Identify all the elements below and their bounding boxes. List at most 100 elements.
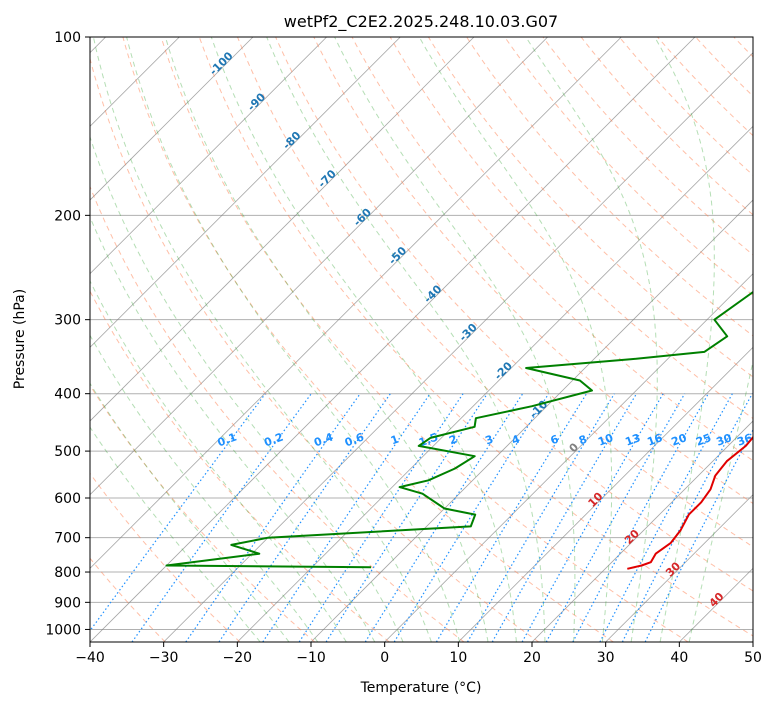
mixing-ratio-label: 16 xyxy=(645,431,664,449)
moist-adiabat-line xyxy=(266,37,546,642)
dry-adiabat-line xyxy=(122,37,614,642)
x-tick-label: 30 xyxy=(597,650,615,666)
moist-adiabat-line xyxy=(654,37,715,642)
dewpoint-profile-line xyxy=(165,290,753,569)
x-tick-label: 20 xyxy=(523,650,541,666)
isotherm-line xyxy=(90,37,254,201)
moist-adiabat-line xyxy=(92,37,432,642)
y-tick-label: 200 xyxy=(54,208,81,224)
moist-adiabat-line xyxy=(90,426,261,642)
isotherm-line xyxy=(384,273,753,642)
isotherm-line xyxy=(90,37,327,275)
mixing-ratio-label: 0.6 xyxy=(343,430,366,449)
plot-area: 0.1 0.2 0.4 0.6 1 1.5 2 3 4 6 8 10 13 16 20 25 30 36-100-… xyxy=(90,37,754,642)
mixing-ratio-label: 25 xyxy=(694,431,713,448)
dry-adiabat-line xyxy=(90,290,390,642)
dry-adiabat-line xyxy=(466,37,753,337)
y-tick-label: 800 xyxy=(54,565,81,581)
mixing-ratio-label: 20 xyxy=(670,431,689,449)
dry-adiabat-line xyxy=(275,37,753,548)
plot-frame xyxy=(89,36,754,643)
isotherm-line xyxy=(605,494,753,642)
mixing-ratio-lines xyxy=(90,393,753,642)
dry-adiabat-line xyxy=(237,37,753,592)
x-tick-label: −30 xyxy=(149,650,179,666)
y-axis-ticks: 1000 900 800 700 600 500 400 300 200 100 xyxy=(45,30,90,638)
y-axis-label: Pressure (hPa) xyxy=(12,289,28,389)
mixing-ratio-label: 3 xyxy=(483,433,495,448)
dry-adiabat-line xyxy=(313,37,753,505)
isobar-gridlines xyxy=(90,37,753,630)
mixing-ratio-line xyxy=(262,393,431,642)
mixing-ratio-line xyxy=(466,393,615,642)
mixing-ratio-line xyxy=(491,393,638,642)
isotherm-line xyxy=(163,52,753,642)
y-tick-label: 500 xyxy=(54,444,81,460)
mixing-ratio-label: 6 xyxy=(549,432,561,447)
x-tick-label: 40 xyxy=(670,650,688,666)
dry-adiabat-line xyxy=(198,37,753,637)
y-tick-label: 300 xyxy=(54,313,81,329)
dry-adiabat-line xyxy=(90,185,465,642)
mixing-ratio-label: 36 xyxy=(735,431,754,449)
isotherm-line xyxy=(458,346,753,642)
dry-adiabat-line xyxy=(160,37,689,642)
dry-adiabat-line xyxy=(504,37,753,296)
profile-series xyxy=(165,290,753,570)
dry-adiabat-line xyxy=(90,557,166,642)
y-tick-label: 100 xyxy=(54,30,81,46)
mixing-ratio-line xyxy=(644,428,753,642)
mixing-ratio-label: 10 xyxy=(596,431,615,449)
moist-adiabat-line xyxy=(126,37,461,642)
moist-adiabat-line xyxy=(90,334,319,642)
x-tick-label: 50 xyxy=(744,650,762,666)
moist-adiabat-line xyxy=(418,37,613,642)
x-axis-ticks: −40 −30 −20 −10 0 10 20 30 40 50 xyxy=(75,642,762,666)
isotherm-line xyxy=(90,37,696,642)
temperature-profile-line xyxy=(627,435,753,570)
mixing-ratio-line xyxy=(298,393,464,642)
x-tick-label: −20 xyxy=(223,650,253,666)
moist-adiabat-line xyxy=(90,135,404,642)
mixing-ratio-label: 13 xyxy=(623,431,642,448)
moist-adiabat-line xyxy=(525,37,658,642)
mixing-ratio-line xyxy=(545,393,686,642)
mixing-ratio-line xyxy=(572,393,709,642)
dry-adiabat-line xyxy=(90,56,540,642)
mixing-ratio-line xyxy=(325,393,488,642)
moist-adiabat-line xyxy=(210,37,517,642)
mixing-ratio-label: 4 xyxy=(510,432,522,447)
isotherm-line xyxy=(90,37,401,348)
moist-adiabats xyxy=(90,37,753,642)
x-axis-label: Temperature (°C) xyxy=(360,680,482,696)
mixing-ratio-label: 8 xyxy=(577,433,589,448)
mixing-ratio-label: 0.1 xyxy=(216,431,239,450)
isotherm-line xyxy=(237,125,753,642)
mixing-ratio-label: 30 xyxy=(715,431,734,449)
x-tick-label: 10 xyxy=(449,650,467,666)
x-tick-label: 0 xyxy=(380,650,389,666)
isotherm-line xyxy=(531,420,753,642)
isotherm-gridlines xyxy=(90,37,753,642)
moist-adiabat-line xyxy=(334,37,576,642)
mixing-ratio-line xyxy=(521,393,664,642)
chart-title: wetPf2_C2E2.2025.248.10.03.G07 xyxy=(284,12,558,32)
mixing-ratio-label: 0.4 xyxy=(312,430,335,449)
dry-adiabat-line xyxy=(389,37,753,420)
moist-adiabat-line xyxy=(90,215,376,642)
isotherm-line xyxy=(90,37,475,422)
isotherm-line xyxy=(90,37,622,569)
dry-adiabats xyxy=(90,37,753,642)
mixing-ratio-label: 2 xyxy=(447,433,459,448)
dry-adiabat-line xyxy=(90,384,316,642)
dry-adiabat-line xyxy=(90,472,241,642)
isotherm-line xyxy=(310,199,753,642)
x-tick-label: −40 xyxy=(75,650,105,666)
dry-adiabat-line xyxy=(351,37,753,462)
y-tick-label: 1000 xyxy=(45,622,81,638)
y-tick-label: 400 xyxy=(54,387,81,403)
mixing-ratio-line xyxy=(364,393,524,642)
mixing-ratio-line xyxy=(393,393,550,642)
mixing-ratio-line xyxy=(131,393,312,642)
